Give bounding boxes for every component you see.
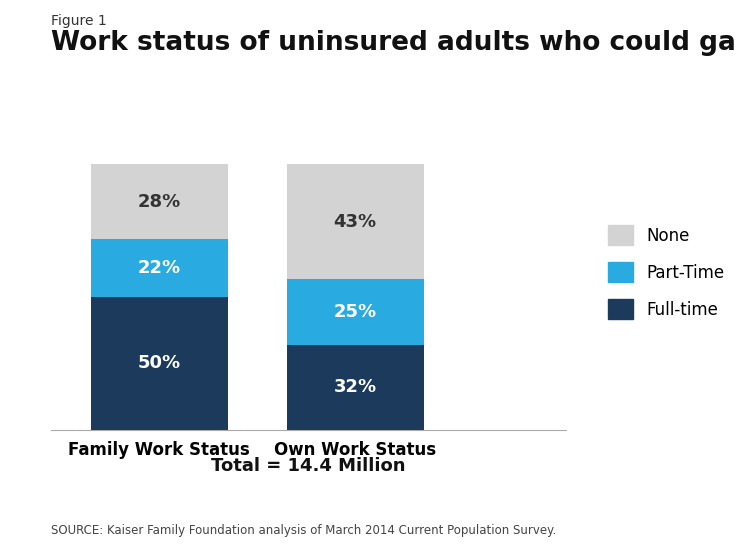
Text: Figure 1: Figure 1 [51, 14, 107, 28]
Text: FOUNDATION: FOUNDATION [628, 528, 673, 534]
Bar [90, 239, 228, 297]
Text: 50%: 50% [137, 354, 181, 372]
Text: Total = 14.4 Million: Total = 14.4 Million [212, 457, 406, 474]
Bar [287, 165, 424, 279]
Text: Work status of uninsured adults who could gain Medicaid: Work status of uninsured adults who coul… [51, 30, 735, 56]
Text: SOURCE: Kaiser Family Foundation analysis of March 2014 Current Population Surve: SOURCE: Kaiser Family Foundation analysi… [51, 524, 556, 537]
Text: FAMILY: FAMILY [626, 513, 675, 526]
Text: 43%: 43% [334, 213, 377, 230]
Bar [287, 279, 424, 345]
Bar [90, 165, 228, 239]
Text: KAISER: KAISER [625, 500, 676, 514]
Text: 28%: 28% [137, 193, 181, 210]
Text: THE HENRY J.: THE HENRY J. [630, 493, 671, 498]
Bar [287, 345, 424, 430]
Text: 22%: 22% [137, 259, 181, 277]
Legend: None, Part-Time, Full-time: None, Part-Time, Full-time [600, 217, 733, 328]
Bar [90, 297, 228, 430]
Text: 32%: 32% [334, 379, 377, 396]
Text: 25%: 25% [334, 302, 377, 321]
